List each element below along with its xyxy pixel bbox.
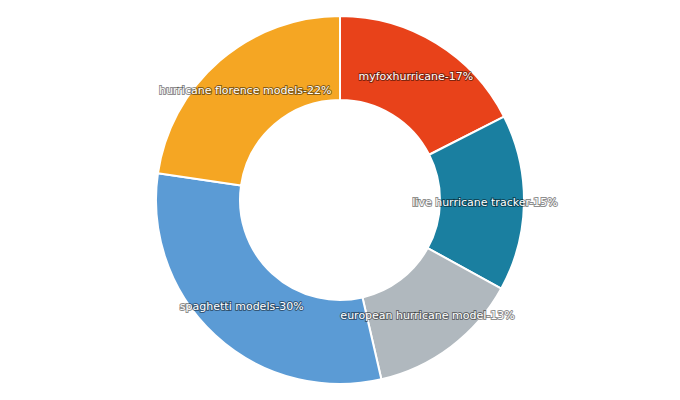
svg-text:live hurricane tracker-15%: live hurricane tracker-15% [412,196,557,209]
svg-text:spaghetti models-30%: spaghetti models-30% [180,300,304,313]
svg-text:european hurricane model-13%: european hurricane model-13% [340,309,514,322]
svg-text:hurricane florence models-22%: hurricane florence models-22% [159,84,331,97]
svg-text:myfoxhurricane-17%: myfoxhurricane-17% [358,70,473,83]
